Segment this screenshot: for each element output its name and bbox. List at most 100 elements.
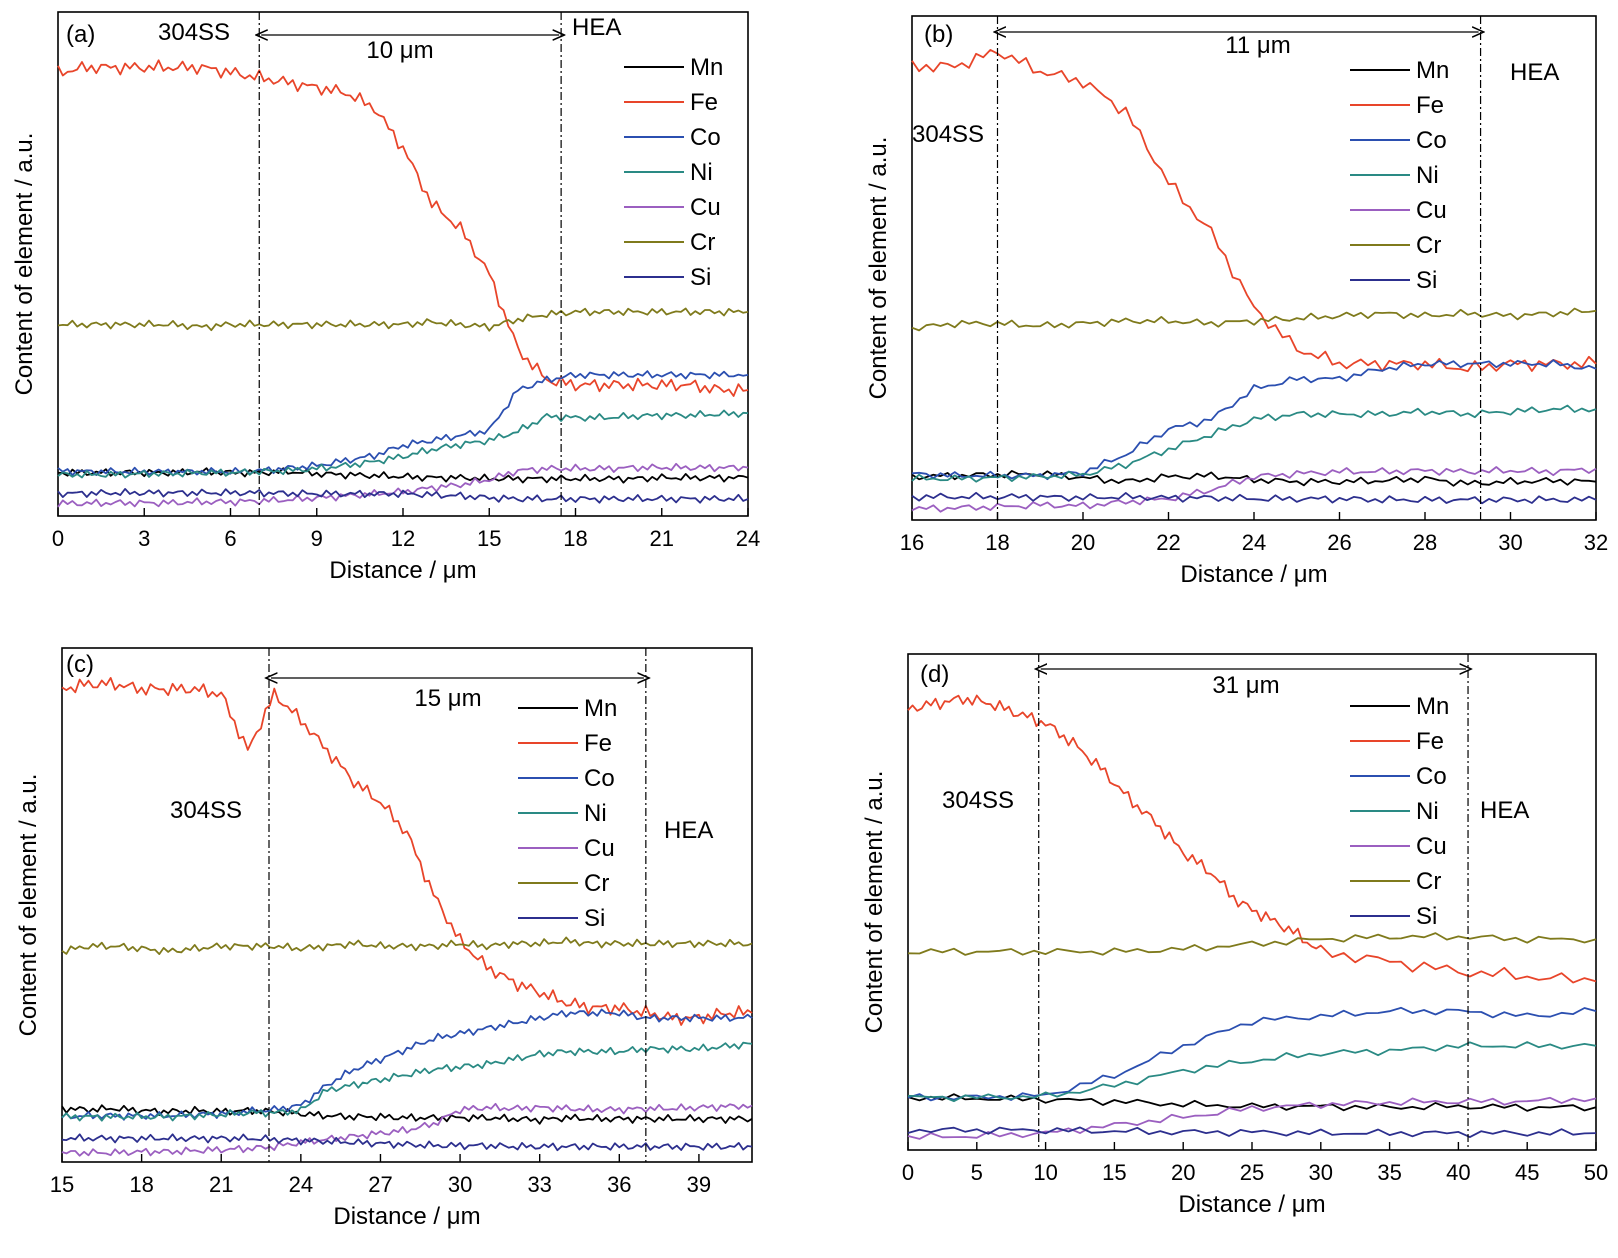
plot-frame xyxy=(911,15,1597,521)
series-line-fe xyxy=(61,677,753,1026)
annotation-hea: HEA xyxy=(572,14,621,41)
plot-frame xyxy=(907,653,1597,1151)
y-axis-title: Content of element / a.u. xyxy=(865,137,892,400)
series-line-co xyxy=(907,1006,1597,1102)
x-tick-label: 20 xyxy=(1071,530,1095,555)
panel-c: 15 18 21 24 27 30 33 36 39 Distance / μm Content o… xyxy=(15,647,753,1230)
series-line-ni xyxy=(61,1041,753,1122)
series-line-co xyxy=(61,1008,753,1121)
legend-label-fe: Fe xyxy=(690,89,718,116)
width-label: 11 μm xyxy=(1225,32,1290,59)
legend-label-cr: Cr xyxy=(1416,868,1441,895)
panel-d: 0 5 10 15 20 25 30 35 40 45 50 Distance / μm Content… xyxy=(861,653,1608,1218)
legend-label-cu: Cu xyxy=(1416,833,1447,860)
legend-label-cr: Cr xyxy=(584,870,609,897)
series-line-cr xyxy=(911,307,1597,332)
legend-label-si: Si xyxy=(1416,903,1437,930)
x-tick-label: 6 xyxy=(224,526,236,551)
width-label: 31 μm xyxy=(1212,672,1279,699)
y-axis-title: Content of element / a.u. xyxy=(861,771,888,1034)
x-tick-label: 15 xyxy=(1102,1160,1126,1185)
legend-label-fe: Fe xyxy=(1416,728,1444,755)
annotation-hea: HEA xyxy=(664,817,713,844)
x-tick-label: 18 xyxy=(129,1172,153,1197)
x-tick-label: 30 xyxy=(1498,530,1522,555)
series-line-mn xyxy=(57,467,749,484)
legend-label-co: Co xyxy=(690,124,721,151)
x-tick-label: 12 xyxy=(391,526,415,551)
series-line-ni xyxy=(57,409,749,479)
x-tick-label: 10 xyxy=(1033,1160,1057,1185)
x-tick-label: 24 xyxy=(1242,530,1266,555)
x-tick-label: 0 xyxy=(52,526,64,551)
x-tick-label: 18 xyxy=(985,530,1009,555)
x-tick-label: 18 xyxy=(563,526,587,551)
legend-label-si: Si xyxy=(584,905,605,932)
series-line-cr xyxy=(61,936,753,955)
series-line-ni xyxy=(911,404,1597,483)
x-tick-label: 26 xyxy=(1327,530,1351,555)
x-tick-label: 20 xyxy=(1171,1160,1195,1185)
x-tick-label: 5 xyxy=(971,1160,983,1185)
series-line-mn xyxy=(61,1104,753,1125)
legend-label-fe: Fe xyxy=(1416,92,1444,119)
annotation-304ss: 304SS xyxy=(942,787,1014,814)
x-tick-label: 21 xyxy=(209,1172,233,1197)
x-tick-label: 21 xyxy=(650,526,674,551)
series-line-si xyxy=(61,1133,753,1152)
legend-label-cr: Cr xyxy=(1416,232,1441,259)
y-axis-title: Content of element / a.u. xyxy=(11,133,38,396)
y-axis-title: Content of element / a.u. xyxy=(15,774,42,1037)
series-line-cu xyxy=(911,466,1597,513)
x-tick-label: 50 xyxy=(1584,1160,1608,1185)
width-label: 15 μm xyxy=(414,685,481,712)
legend-label-ni: Ni xyxy=(690,159,713,186)
legend-label-mn: Mn xyxy=(584,695,617,722)
legend-label-mn: Mn xyxy=(1416,57,1449,84)
x-tick-label: 30 xyxy=(448,1172,472,1197)
x-tick-label: 36 xyxy=(607,1172,631,1197)
width-label: 10 μm xyxy=(366,37,433,64)
annotation-304ss: 304SS xyxy=(170,797,242,824)
legend-label-cu: Cu xyxy=(1416,197,1447,224)
legend-label-cr: Cr xyxy=(690,229,715,256)
panel-label: (d) xyxy=(920,661,949,688)
legend-label-ni: Ni xyxy=(584,800,607,827)
series-line-si xyxy=(57,487,749,504)
plot-frame xyxy=(57,11,749,517)
panel-label: (b) xyxy=(924,21,953,48)
x-tick-label: 16 xyxy=(900,530,924,555)
series-line-mn xyxy=(907,1093,1597,1112)
x-tick-label: 0 xyxy=(902,1160,914,1185)
annotation-hea: HEA xyxy=(1480,797,1529,824)
legend-label-co: Co xyxy=(1416,127,1447,154)
x-tick-label: 24 xyxy=(736,526,760,551)
x-tick-label: 9 xyxy=(311,526,323,551)
legend-label-cu: Cu xyxy=(690,194,721,221)
panel-label: (a) xyxy=(66,21,95,48)
legend-label-ni: Ni xyxy=(1416,162,1439,189)
series-line-si xyxy=(907,1126,1597,1138)
legend-label-ni: Ni xyxy=(1416,798,1439,825)
legend-label-fe: Fe xyxy=(584,730,612,757)
series-line-cu xyxy=(57,462,749,508)
x-tick-label: 3 xyxy=(138,526,150,551)
plot-frame xyxy=(61,647,753,1163)
x-tick-label: 32 xyxy=(1584,530,1608,555)
x-tick-label: 33 xyxy=(527,1172,551,1197)
series-line-cr xyxy=(907,932,1597,956)
series-line-si xyxy=(911,491,1597,505)
panel-b: 16 18 20 22 24 26 28 30 32 Distance / μm Content o… xyxy=(865,15,1608,588)
series-line-cr xyxy=(57,307,749,332)
legend-label-mn: Mn xyxy=(690,54,723,81)
x-tick-label: 30 xyxy=(1309,1160,1333,1185)
series-line-co xyxy=(911,359,1597,481)
x-tick-label: 22 xyxy=(1156,530,1180,555)
x-tick-label: 25 xyxy=(1240,1160,1264,1185)
series-line-cu xyxy=(61,1102,753,1157)
legend-label-mn: Mn xyxy=(1416,693,1449,720)
x-tick-label: 39 xyxy=(687,1172,711,1197)
x-tick-label: 45 xyxy=(1515,1160,1539,1185)
x-axis-title: Distance / μm xyxy=(329,557,476,584)
